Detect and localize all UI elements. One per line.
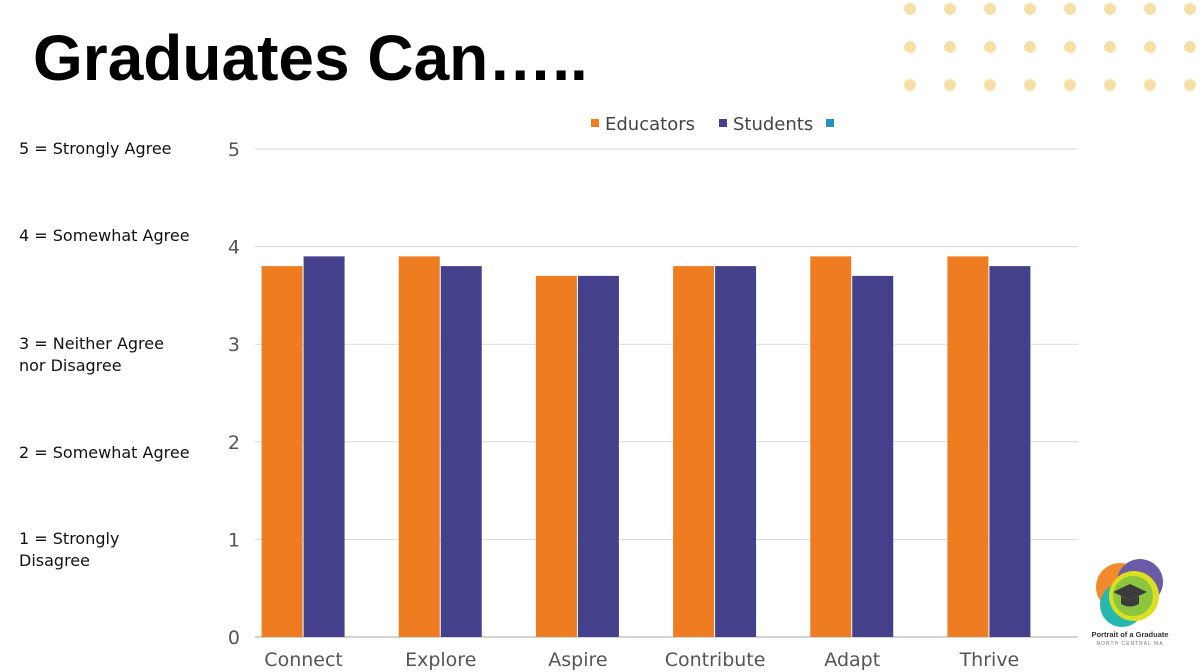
y-tick-label: 4 bbox=[228, 237, 240, 259]
x-tick-label: Connect bbox=[264, 649, 343, 671]
bar bbox=[577, 275, 619, 637]
legend-swatch bbox=[718, 119, 727, 127]
logo-title: Portrait of a Graduate bbox=[1091, 630, 1168, 639]
decorative-dots bbox=[904, 3, 1196, 91]
scale-label: Disagree bbox=[19, 551, 90, 570]
legend-label: Students bbox=[733, 114, 813, 135]
x-tick-label: Explore bbox=[405, 649, 476, 671]
y-tick-label: 1 bbox=[228, 529, 240, 551]
legend-swatch bbox=[826, 119, 834, 127]
bar bbox=[440, 266, 482, 637]
slide-title: Graduates Can….. bbox=[33, 22, 588, 94]
x-tick-label: Aspire bbox=[548, 649, 607, 671]
bar bbox=[303, 256, 345, 637]
bar bbox=[810, 256, 852, 637]
scale-item: 3 = Neither Agree nor Disagree bbox=[19, 333, 164, 377]
scale-item: 1 = Strongly Disagree bbox=[19, 528, 119, 572]
scale-label: 4 = Somewhat Agree bbox=[19, 226, 190, 245]
bar bbox=[989, 266, 1031, 637]
scale-label: 2 = Somewhat Agree bbox=[19, 443, 190, 462]
x-tick-label: Thrive bbox=[959, 649, 1020, 671]
x-tick-label: Contribute bbox=[665, 649, 766, 671]
y-tick-label: 5 bbox=[228, 139, 240, 161]
bar bbox=[398, 256, 440, 637]
bar bbox=[673, 266, 715, 637]
y-tick-label: 3 bbox=[228, 334, 240, 356]
logo-subtitle: NORTH CENTRAL MA bbox=[1096, 641, 1163, 647]
legend-swatch bbox=[591, 119, 599, 127]
bar bbox=[715, 266, 757, 637]
scale-item: 5 = Strongly Agree bbox=[19, 138, 172, 160]
scale-item: 2 = Somewhat Agree bbox=[19, 442, 190, 464]
x-tick-label: Adapt bbox=[824, 649, 880, 671]
bar bbox=[535, 275, 577, 637]
y-tick-label: 0 bbox=[228, 627, 240, 649]
bar bbox=[261, 266, 303, 637]
scale-label: 1 = Strongly bbox=[19, 529, 120, 548]
y-tick-label: 2 bbox=[228, 432, 240, 454]
bar bbox=[947, 256, 989, 637]
scale-label: 3 = Neither Agree bbox=[19, 334, 164, 353]
logo: Portrait of a Graduate NORTH CENTRAL MA bbox=[1091, 559, 1169, 647]
scale-label: 5 = Strongly Agree bbox=[19, 139, 172, 158]
bar bbox=[852, 275, 894, 637]
legend-label: Educators bbox=[605, 114, 695, 135]
scale-item: 4 = Somewhat Agree bbox=[19, 225, 190, 247]
scale-label: nor Disagree bbox=[19, 356, 122, 375]
